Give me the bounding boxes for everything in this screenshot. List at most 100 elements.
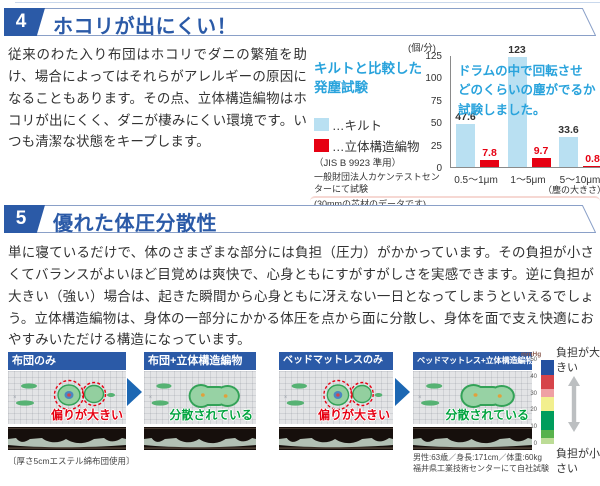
y-axis-ticks: 0 25 50 75 100 125 bbox=[416, 51, 446, 174]
verdict-label: 偏りが大きい bbox=[317, 408, 390, 422]
dust-test-chart: キルトと比較した 発塵試験 …キルト …立体構造編物 （JIS B 9923 準… bbox=[312, 38, 600, 209]
pressure-map: × 分散されている bbox=[413, 371, 532, 424]
pressure-panel-futon-plus-knit: 布団+立体構造編物 × 分散されている bbox=[144, 352, 256, 450]
legend-swatch-quilt bbox=[314, 118, 329, 131]
y-tick-label: 50 bbox=[430, 118, 442, 130]
pressure-panel-mattress-plus-knit: ベッドマットレス+立体構造編物 × 分散されている bbox=[413, 352, 532, 450]
caption-lab-line: 福井県工業技術センターにて自社試験 bbox=[413, 463, 549, 473]
section4-header: 4 ホコリが出にくい！ bbox=[4, 8, 596, 38]
top-divider bbox=[15, 2, 600, 3]
chart-annotation: ドラムの中で回転させ どのくらいの塵がでるか 試験しました。 bbox=[458, 62, 596, 120]
side-profile-photo bbox=[279, 427, 393, 450]
pressure-map: × 分散されている bbox=[144, 371, 256, 424]
bar-立体構造編物: 0.8 bbox=[583, 153, 600, 167]
panel-title: 布団+立体構造編物 bbox=[144, 352, 256, 370]
bar-plot-area: 47.6 7.8 123 9.7 33.6 0.8 bbox=[450, 44, 600, 168]
bar-value: 47.6 bbox=[455, 111, 476, 124]
scale-segment bbox=[541, 397, 554, 411]
side-profile-photo bbox=[8, 427, 126, 450]
scale-tick: 30 bbox=[530, 390, 537, 397]
scale-segment bbox=[541, 438, 554, 444]
legend-item-quilt: …キルト bbox=[314, 115, 382, 134]
pressure-color-scale bbox=[541, 360, 554, 444]
scale-tick: 20 bbox=[530, 407, 537, 414]
arrow-right-icon bbox=[127, 378, 142, 406]
scale-tick: 50 bbox=[530, 357, 537, 363]
panel-title: ベッドマットレス+立体構造編物 bbox=[413, 352, 532, 370]
bar-group: 123 9.7 bbox=[507, 44, 551, 167]
legend-swatch-knit bbox=[314, 139, 329, 152]
y-tick-label: 0 bbox=[436, 163, 442, 174]
arrow-right-icon bbox=[395, 378, 410, 406]
side-profile-photo bbox=[144, 427, 256, 450]
pressure-map: × 偏りが大きい bbox=[279, 371, 393, 424]
verdict-label: 偏りが大きい bbox=[50, 408, 123, 422]
load-small-label: 負担が小さい bbox=[556, 448, 600, 475]
scale-tick: 40 bbox=[530, 373, 537, 380]
chart-note-jis: （JIS B 9923 準用） bbox=[314, 158, 402, 169]
chart-notes: （JIS B 9923 準用） 一般財団法人カケンテストセンターにて試験 (30… bbox=[314, 155, 444, 210]
section5-header: 5 優れた体圧分散性 bbox=[4, 205, 596, 235]
y-axis-unit: (個/分) bbox=[408, 43, 436, 54]
side-profile-photo bbox=[413, 427, 532, 450]
x-tick-label: 5～10μm bbox=[559, 175, 600, 186]
legend-label-knit: …立体構造編物 bbox=[332, 140, 420, 154]
scale-tick-labels: 50 40 30 20 10 0 bbox=[521, 357, 539, 447]
annotation-line3: 試験しました。 bbox=[458, 102, 546, 117]
section5-title: 優れた体圧分散性 bbox=[53, 213, 217, 235]
decorative-pink-edge bbox=[310, 196, 600, 201]
section4-body-text: 従来のわた入り布団はホコリでダニの繁殖を助け、場合によってはそれらがアレルギーの… bbox=[8, 47, 307, 150]
scale-segment bbox=[541, 430, 554, 438]
scale-segment bbox=[541, 375, 554, 389]
panel-title: 布団のみ bbox=[8, 352, 126, 370]
bar-立体構造編物: 7.8 bbox=[480, 147, 499, 167]
legend-item-knit: …立体構造編物 bbox=[314, 136, 420, 155]
scale-segment bbox=[541, 389, 554, 397]
section5-body-text: 単に寝ているだけで、体のさまざまな部分には負担（圧力）がかかっています。その負担… bbox=[8, 245, 594, 348]
updown-arrow-icon bbox=[568, 376, 580, 432]
bar-value: 0.8 bbox=[585, 153, 600, 165]
legend-label-quilt: …キルト bbox=[332, 119, 383, 133]
x-tick-label: 1～5μm bbox=[510, 175, 546, 186]
panel-title: ベッドマットレスのみ bbox=[279, 352, 393, 370]
chart-note-core: (30mmの芯材のデータです) bbox=[314, 199, 426, 210]
pressure-map: × 偏りが大きい bbox=[8, 371, 126, 424]
y-tick-label: 125 bbox=[425, 51, 442, 62]
y-tick-label: 75 bbox=[430, 95, 442, 107]
x-axis-labels: 0.5～1μm 1～5μm 5～10μm bbox=[450, 171, 600, 186]
chart-heading-line2: 発塵試験 bbox=[314, 79, 368, 95]
annotation-line1: ドラムの中で回転させ bbox=[458, 64, 583, 78]
svg-text:×: × bbox=[284, 395, 288, 401]
svg-text:×: × bbox=[149, 395, 152, 401]
caption-subject-line: 男性:63歳／身長:171cm／体重:60kg bbox=[413, 453, 542, 462]
bar-group: 33.6 0.8 bbox=[558, 124, 600, 167]
bar-立体構造編物: 9.7 bbox=[531, 145, 551, 167]
svg-text:×: × bbox=[13, 395, 17, 401]
pressure-panel-futon-only: 布団のみ × 偏りが大きい bbox=[8, 352, 126, 450]
pressure-panel-mattress-only: ベッドマットレスのみ × 偏りが大きい bbox=[279, 352, 393, 450]
verdict-label: 分散されている bbox=[169, 408, 253, 422]
scale-segment bbox=[541, 411, 554, 430]
bar-キルト: 47.6 bbox=[455, 111, 476, 167]
bar-value: 9.7 bbox=[533, 145, 549, 158]
annotation-line2: どのくらいの塵がでるか bbox=[458, 83, 596, 98]
chart-note-lab: 一般財団法人カケンテストセンターにて試験 bbox=[314, 172, 440, 195]
svg-text:×: × bbox=[418, 395, 422, 401]
bar-group: 47.6 7.8 bbox=[455, 111, 499, 167]
load-large-label: 負担が大きい bbox=[556, 347, 600, 374]
section4-title: ホコリが出にくい！ bbox=[53, 16, 238, 38]
scale-tick: 0 bbox=[533, 441, 537, 447]
y-tick-label: 100 bbox=[425, 73, 442, 85]
x-axis-note: （塵の大きさ） bbox=[542, 185, 600, 195]
x-tick-label: 0.5～1μm bbox=[454, 175, 498, 186]
scale-tick: 10 bbox=[530, 424, 537, 431]
verdict-label: 分散されている bbox=[445, 408, 529, 422]
scale-segment bbox=[541, 360, 554, 375]
caption-test-subject: 男性:63歳／身長:171cm／体重:60kg 福井県工業技術センターにて自社試… bbox=[413, 453, 549, 475]
bar-value: 123 bbox=[508, 43, 526, 56]
scale-unit-label: mmHg bbox=[521, 351, 542, 358]
chart-heading-line1: キルトと比較した bbox=[314, 61, 422, 76]
bar-キルト: 33.6 bbox=[558, 124, 579, 167]
bar-value: 33.6 bbox=[558, 123, 579, 136]
